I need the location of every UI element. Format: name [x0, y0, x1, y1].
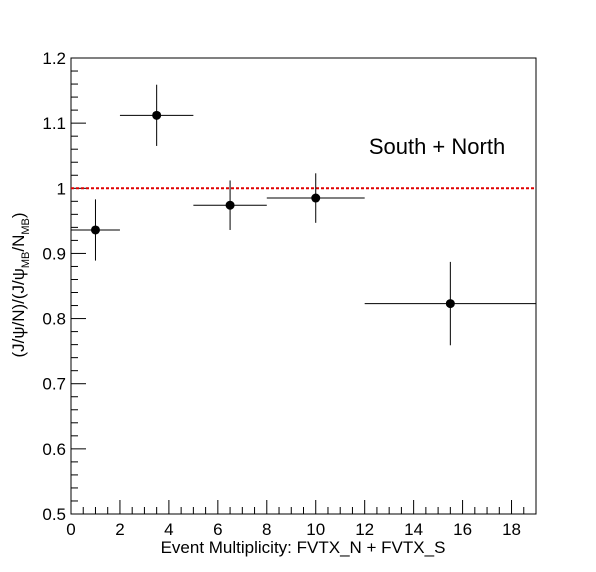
data-point [71, 199, 120, 261]
y-title-part-1: (J/ψ/N)/(J/ψ [9, 268, 28, 357]
point-marker [152, 110, 162, 120]
point-marker [90, 225, 100, 235]
y-axis-title: (J/ψ/N)/(J/ψMB/NMB) [9, 212, 32, 357]
plot-frame [70, 57, 537, 515]
y-tick-labels: 0.5 0.6 0.7 0.8 0.9 1 1.1 1.2 [42, 49, 66, 524]
x-tick-label: 18 [502, 520, 521, 539]
point-marker [311, 193, 321, 203]
y-tick-label: 1 [57, 179, 66, 198]
y-tick-label: 1.1 [42, 114, 66, 133]
x-tick-label: 12 [355, 520, 374, 539]
data-point [193, 180, 267, 230]
point-marker [225, 200, 235, 210]
axis-ticks [70, 57, 537, 515]
data-point [119, 84, 194, 146]
x-axis-title: Event Multiplicity: FVTX_N + FVTX_S [161, 538, 446, 557]
y-title-part-3: ) [9, 212, 28, 218]
y-tick-label: 1.2 [42, 49, 66, 68]
x-tick-label: 14 [404, 520, 423, 539]
y-tick-label: 0.6 [42, 440, 66, 459]
y-tick-label: 0.8 [42, 310, 66, 329]
x-tick-label: 2 [115, 520, 124, 539]
x-tick-labels: 0 2 4 6 8 10 12 14 16 18 [66, 520, 521, 539]
y-tick-label: 0.9 [42, 244, 66, 263]
y-tick-label: 0.7 [42, 375, 66, 394]
y-tick-label: 0.5 [42, 505, 66, 524]
x-tick-label: 8 [262, 520, 271, 539]
data-points [71, 84, 536, 346]
x-tick-label: 0 [66, 520, 75, 539]
y-title-sub-1: MB [20, 252, 32, 269]
point-marker [445, 299, 455, 309]
y-title-part-2: /N [9, 235, 28, 252]
data-point [364, 261, 536, 346]
x-tick-label: 10 [306, 520, 325, 539]
data-point [266, 173, 365, 223]
x-tick-label: 16 [453, 520, 472, 539]
x-tick-label: 6 [213, 520, 222, 539]
x-tick-label: 4 [164, 520, 173, 539]
y-title-sub-2: MB [20, 218, 32, 235]
annotation-label: South + North [369, 134, 505, 159]
